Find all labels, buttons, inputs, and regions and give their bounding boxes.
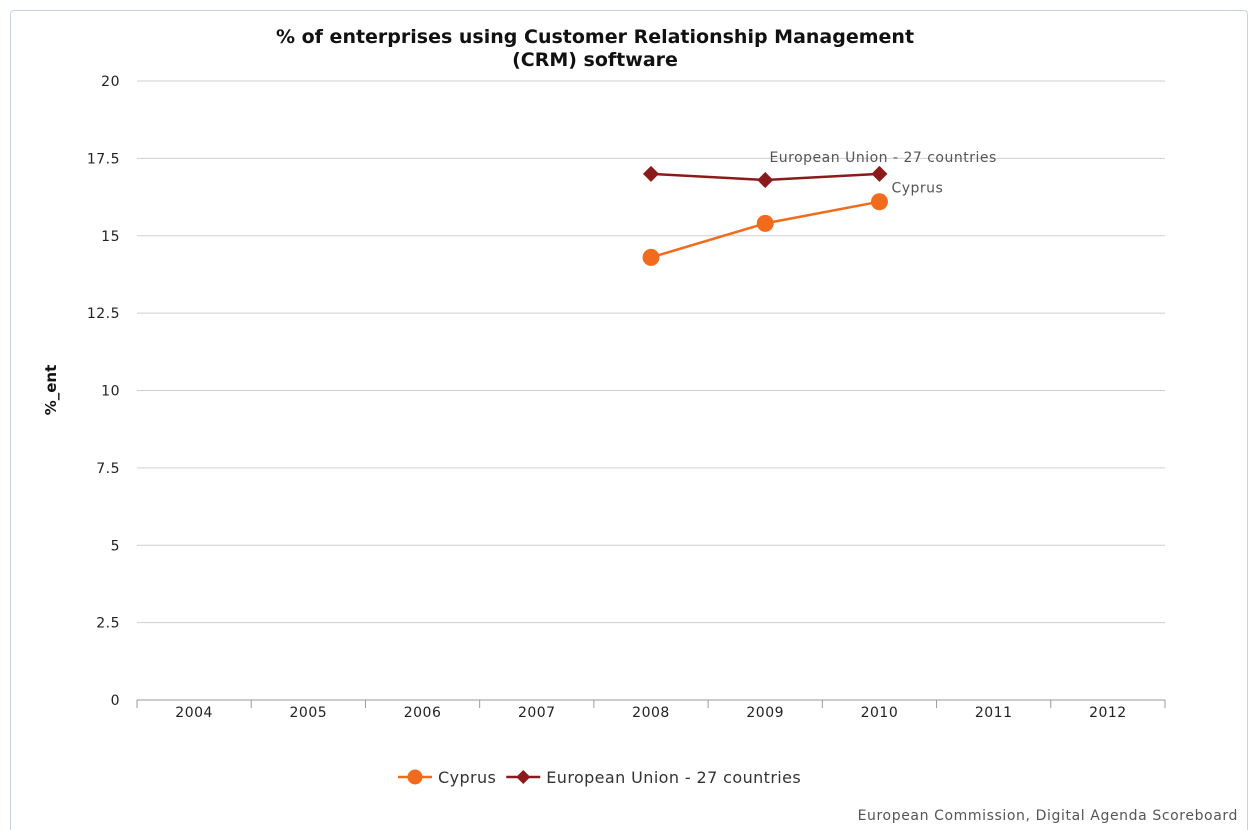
- legend-label: Cyprus: [438, 768, 496, 787]
- legend-item[interactable]: Cyprus: [398, 768, 496, 787]
- series-european-union-27-countries: [643, 165, 888, 189]
- x-tick-label: 2011: [975, 705, 1013, 721]
- legend-marker: [516, 770, 531, 784]
- y-tick-label: 12.5: [87, 306, 120, 322]
- series: [642, 165, 888, 266]
- x-tick-label: 2008: [632, 705, 670, 721]
- y-tick-labels: 0 2.5 5 7.5 10 12.5 15 17.5 20: [87, 74, 120, 709]
- y-tick-label: 20: [101, 74, 120, 90]
- data-point[interactable]: [756, 214, 774, 232]
- x-tick-label: 2004: [175, 705, 213, 721]
- legend-label: European Union - 27 countries: [546, 768, 801, 787]
- x-tick-label: 2012: [1089, 705, 1127, 721]
- y-axis-label: %_ent: [42, 365, 60, 416]
- y-tick-label: 10: [101, 384, 120, 400]
- x-tick-label: 2010: [861, 705, 899, 721]
- y-tick-label: 17.5: [87, 151, 120, 167]
- x-tick-label: 2005: [290, 705, 328, 721]
- source-credit: European Commission, Digital Agenda Scor…: [858, 808, 1238, 823]
- x-tick-label: 2009: [746, 705, 784, 721]
- legend-item[interactable]: European Union - 27 countries: [506, 768, 801, 787]
- y-tick-label: 0: [111, 693, 120, 709]
- series-end-label: Cyprus: [891, 181, 943, 197]
- x-tick-label: 2007: [518, 705, 556, 721]
- data-point[interactable]: [642, 248, 660, 266]
- x-tick-labels: 2004 2005 2006 2007 2008 2009 2010 2011 2012: [175, 705, 1126, 721]
- data-point[interactable]: [871, 165, 888, 182]
- y-tick-label: 5: [111, 538, 120, 554]
- y-tick-label: 15: [101, 229, 120, 245]
- series-cyprus: [642, 193, 888, 266]
- axes: [136, 699, 1166, 708]
- legend[interactable]: Cyprus European Union - 27 countries: [398, 768, 801, 787]
- chart-title-line-1: % of enterprises using Customer Relation…: [276, 26, 914, 48]
- y-tick-label: 7.5: [96, 461, 120, 477]
- series-end-label: European Union - 27 countries: [769, 150, 996, 166]
- x-tick-label: 2006: [404, 705, 442, 721]
- data-point[interactable]: [870, 193, 888, 211]
- data-point[interactable]: [643, 165, 659, 182]
- chart-frame: [10, 10, 1248, 830]
- y-tick-label: 2.5: [96, 616, 120, 632]
- chart-title-line-2: (CRM) software: [512, 49, 678, 71]
- data-point[interactable]: [757, 172, 774, 189]
- series-end-labels: Cyprus European Union - 27 countries: [769, 150, 996, 197]
- legend-marker: [407, 769, 423, 785]
